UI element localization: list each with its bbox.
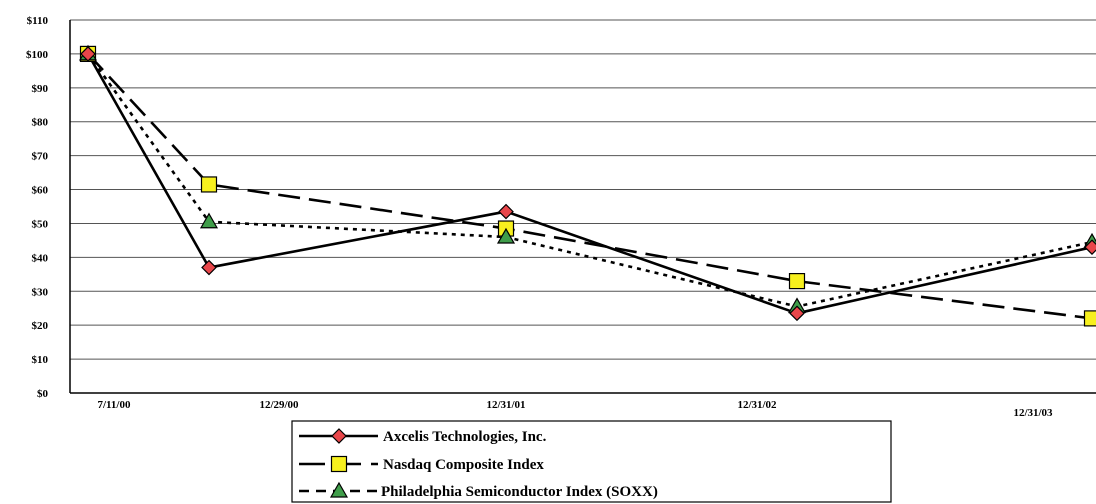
y-tick-label: $40 <box>32 252 49 264</box>
y-tick-label: $90 <box>32 83 49 95</box>
x-tick-label: 12/29/00 <box>259 399 299 411</box>
x-tick-label: 7/11/00 <box>97 399 131 411</box>
legend-marker-diamond <box>331 428 347 444</box>
data-point-square <box>1083 310 1096 327</box>
legend-label: Nasdaq Composite Index <box>383 457 544 473</box>
series-line-1 <box>86 53 1093 315</box>
grid-lines <box>70 19 1096 394</box>
series-markers <box>78 44 1096 327</box>
y-tick-label: $0 <box>37 388 49 400</box>
y-tick-label: $50 <box>32 218 49 230</box>
series-lines <box>86 53 1093 320</box>
legend-label: Philadelphia Semiconductor Index (SOXX) <box>381 484 658 500</box>
y-tick-label: $30 <box>32 286 49 298</box>
legend-marker-triangle <box>329 481 349 498</box>
data-point-square <box>788 273 806 290</box>
data-point-diamond <box>498 203 514 220</box>
legend: Axcelis Technologies, Inc. Nasdaq Composi… <box>291 420 892 503</box>
legend-box <box>291 420 892 503</box>
series-line-2 <box>87 53 1093 320</box>
y-tick-label: $20 <box>32 320 49 332</box>
y-tick-label: $60 <box>32 185 49 197</box>
data-point-triangle <box>199 212 219 229</box>
series-line-3 <box>86 53 1093 308</box>
x-tick-label: 12/31/02 <box>737 399 777 411</box>
y-tick-label: $70 <box>32 151 49 163</box>
x-tick-labels: 7/11/00 12/29/00 12/31/01 12/31/02 12/31/03 <box>97 399 1053 419</box>
data-point-diamond <box>80 46 96 62</box>
data-point-triangle <box>496 227 516 244</box>
data-point-diamond <box>789 305 805 322</box>
data-point-diamond <box>201 259 217 276</box>
legend-label: Axcelis Technologies, Inc. <box>383 429 547 445</box>
x-tick-label: 12/31/01 <box>486 399 525 411</box>
y-tick-label: $80 <box>32 117 49 129</box>
data-point-square <box>200 176 218 193</box>
y-tick-label: $10 <box>32 354 49 366</box>
y-tick-labels: $0 $10 $20 $30 $40 $50 $60 $70 $80 $90 $100 $110 <box>26 15 49 400</box>
axes <box>69 20 1096 394</box>
y-tick-label: $110 <box>27 15 49 27</box>
x-tick-label: 12/31/03 <box>1013 407 1053 419</box>
data-point-diamond <box>1084 239 1096 256</box>
y-tick-label: $100 <box>26 49 49 61</box>
legend-marker-square <box>330 455 348 473</box>
